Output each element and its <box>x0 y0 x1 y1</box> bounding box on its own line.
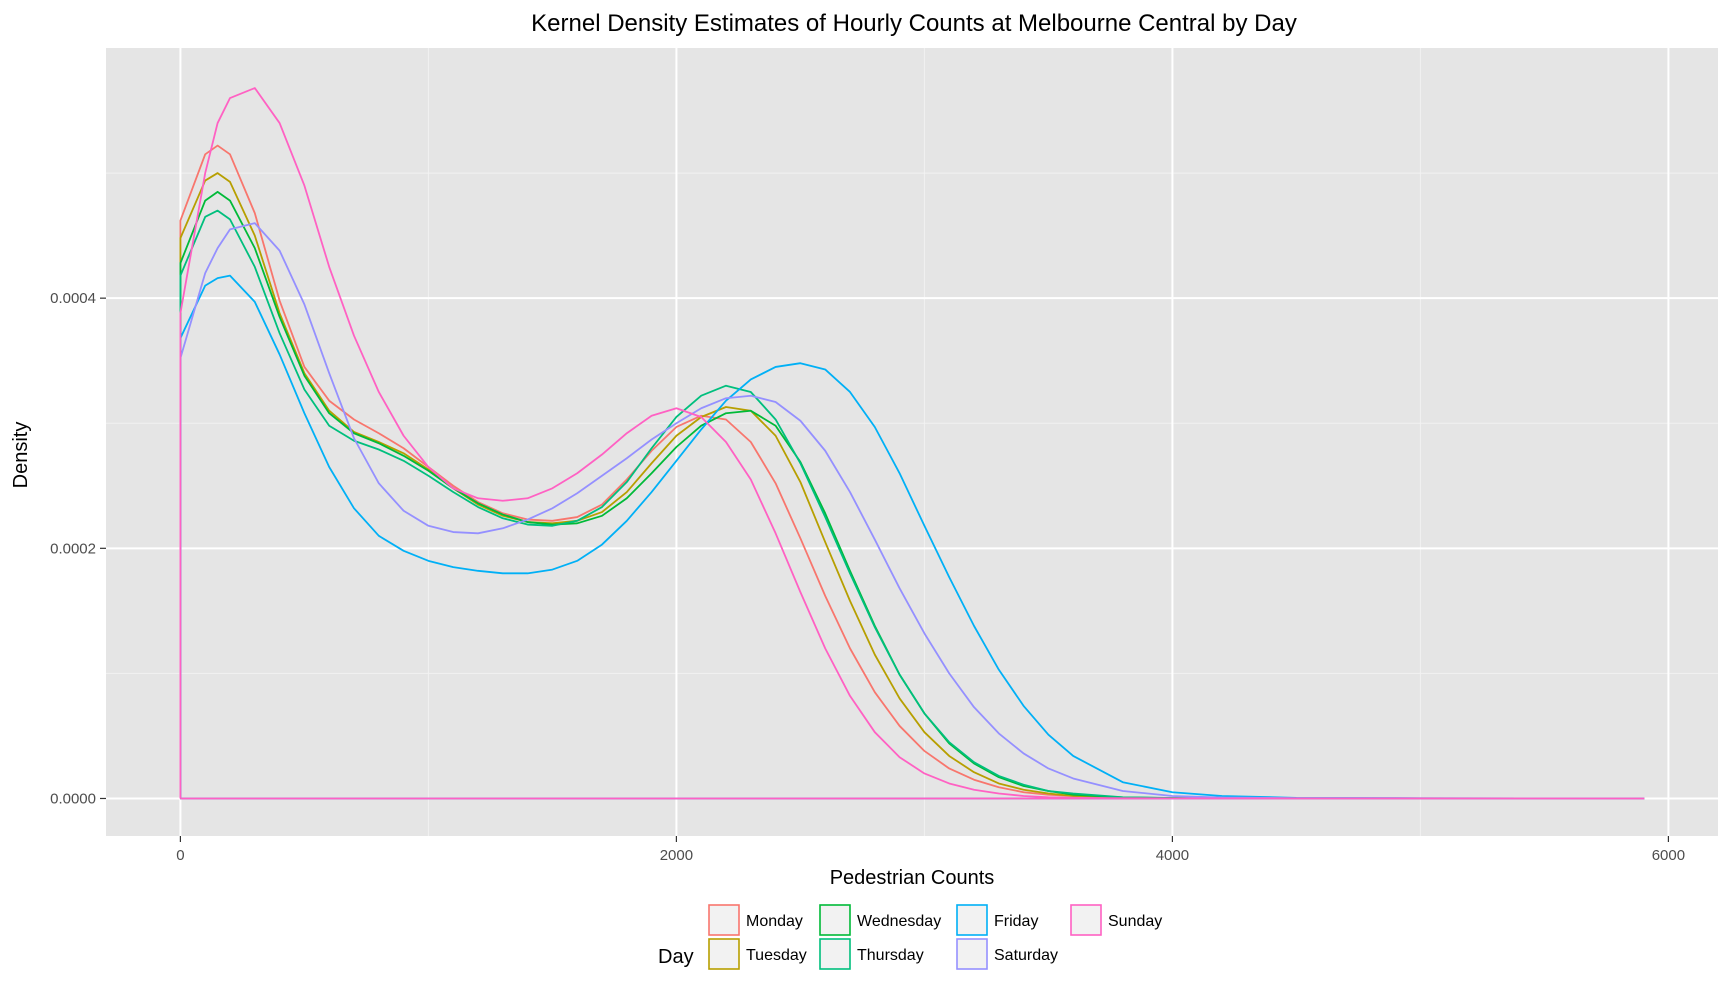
x-tick-label: 4000 <box>1156 847 1189 864</box>
legend-title: Day <box>658 946 694 968</box>
x-tick-label: 2000 <box>660 847 693 864</box>
y-axis-title: Density <box>10 422 32 489</box>
y-tick-label: 0.0000 <box>50 790 96 807</box>
y-axis-ticks: 0.0000 0.0002 0.0004 <box>50 290 106 807</box>
density-line-thursday <box>179 209 1645 800</box>
y-tick-label: 0.0004 <box>50 290 96 307</box>
legend: Day Monday Tuesday Wednesday Thursday Friday… <box>658 904 1162 970</box>
density-line-sunday <box>179 87 1645 800</box>
legend-key-wednesday <box>819 904 851 936</box>
legend-label-monday: Monday <box>746 913 803 930</box>
density-line-friday <box>179 274 1645 800</box>
density-line-saturday <box>179 222 1645 800</box>
legend-key-friday <box>956 904 988 936</box>
chart-title: Kernel Density Estimates of Hourly Count… <box>531 10 1297 37</box>
legend-label-thursday: Thursday <box>857 947 924 964</box>
x-tick-label: 6000 <box>1652 847 1685 864</box>
legend-key-thursday <box>819 938 851 970</box>
x-axis-ticks: 0 2000 4000 6000 <box>176 836 1685 864</box>
legend-label-saturday: Saturday <box>994 947 1058 964</box>
density-line-tuesday <box>179 172 1645 800</box>
density-lines <box>179 87 1645 800</box>
legend-label-sunday: Sunday <box>1108 913 1162 930</box>
legend-key-monday <box>708 904 740 936</box>
legend-label-wednesday: Wednesday <box>857 913 941 930</box>
legend-label-friday: Friday <box>994 913 1038 930</box>
legend-key-tuesday <box>708 938 740 970</box>
y-tick-label: 0.0002 <box>50 540 96 557</box>
legend-key-saturday <box>956 938 988 970</box>
x-tick-label: 0 <box>176 847 184 864</box>
legend-label-tuesday: Tuesday <box>746 947 807 964</box>
legend-key-sunday <box>1070 904 1102 936</box>
plot-panel <box>106 48 1718 836</box>
x-axis-title: Pedestrian Counts <box>830 867 995 889</box>
